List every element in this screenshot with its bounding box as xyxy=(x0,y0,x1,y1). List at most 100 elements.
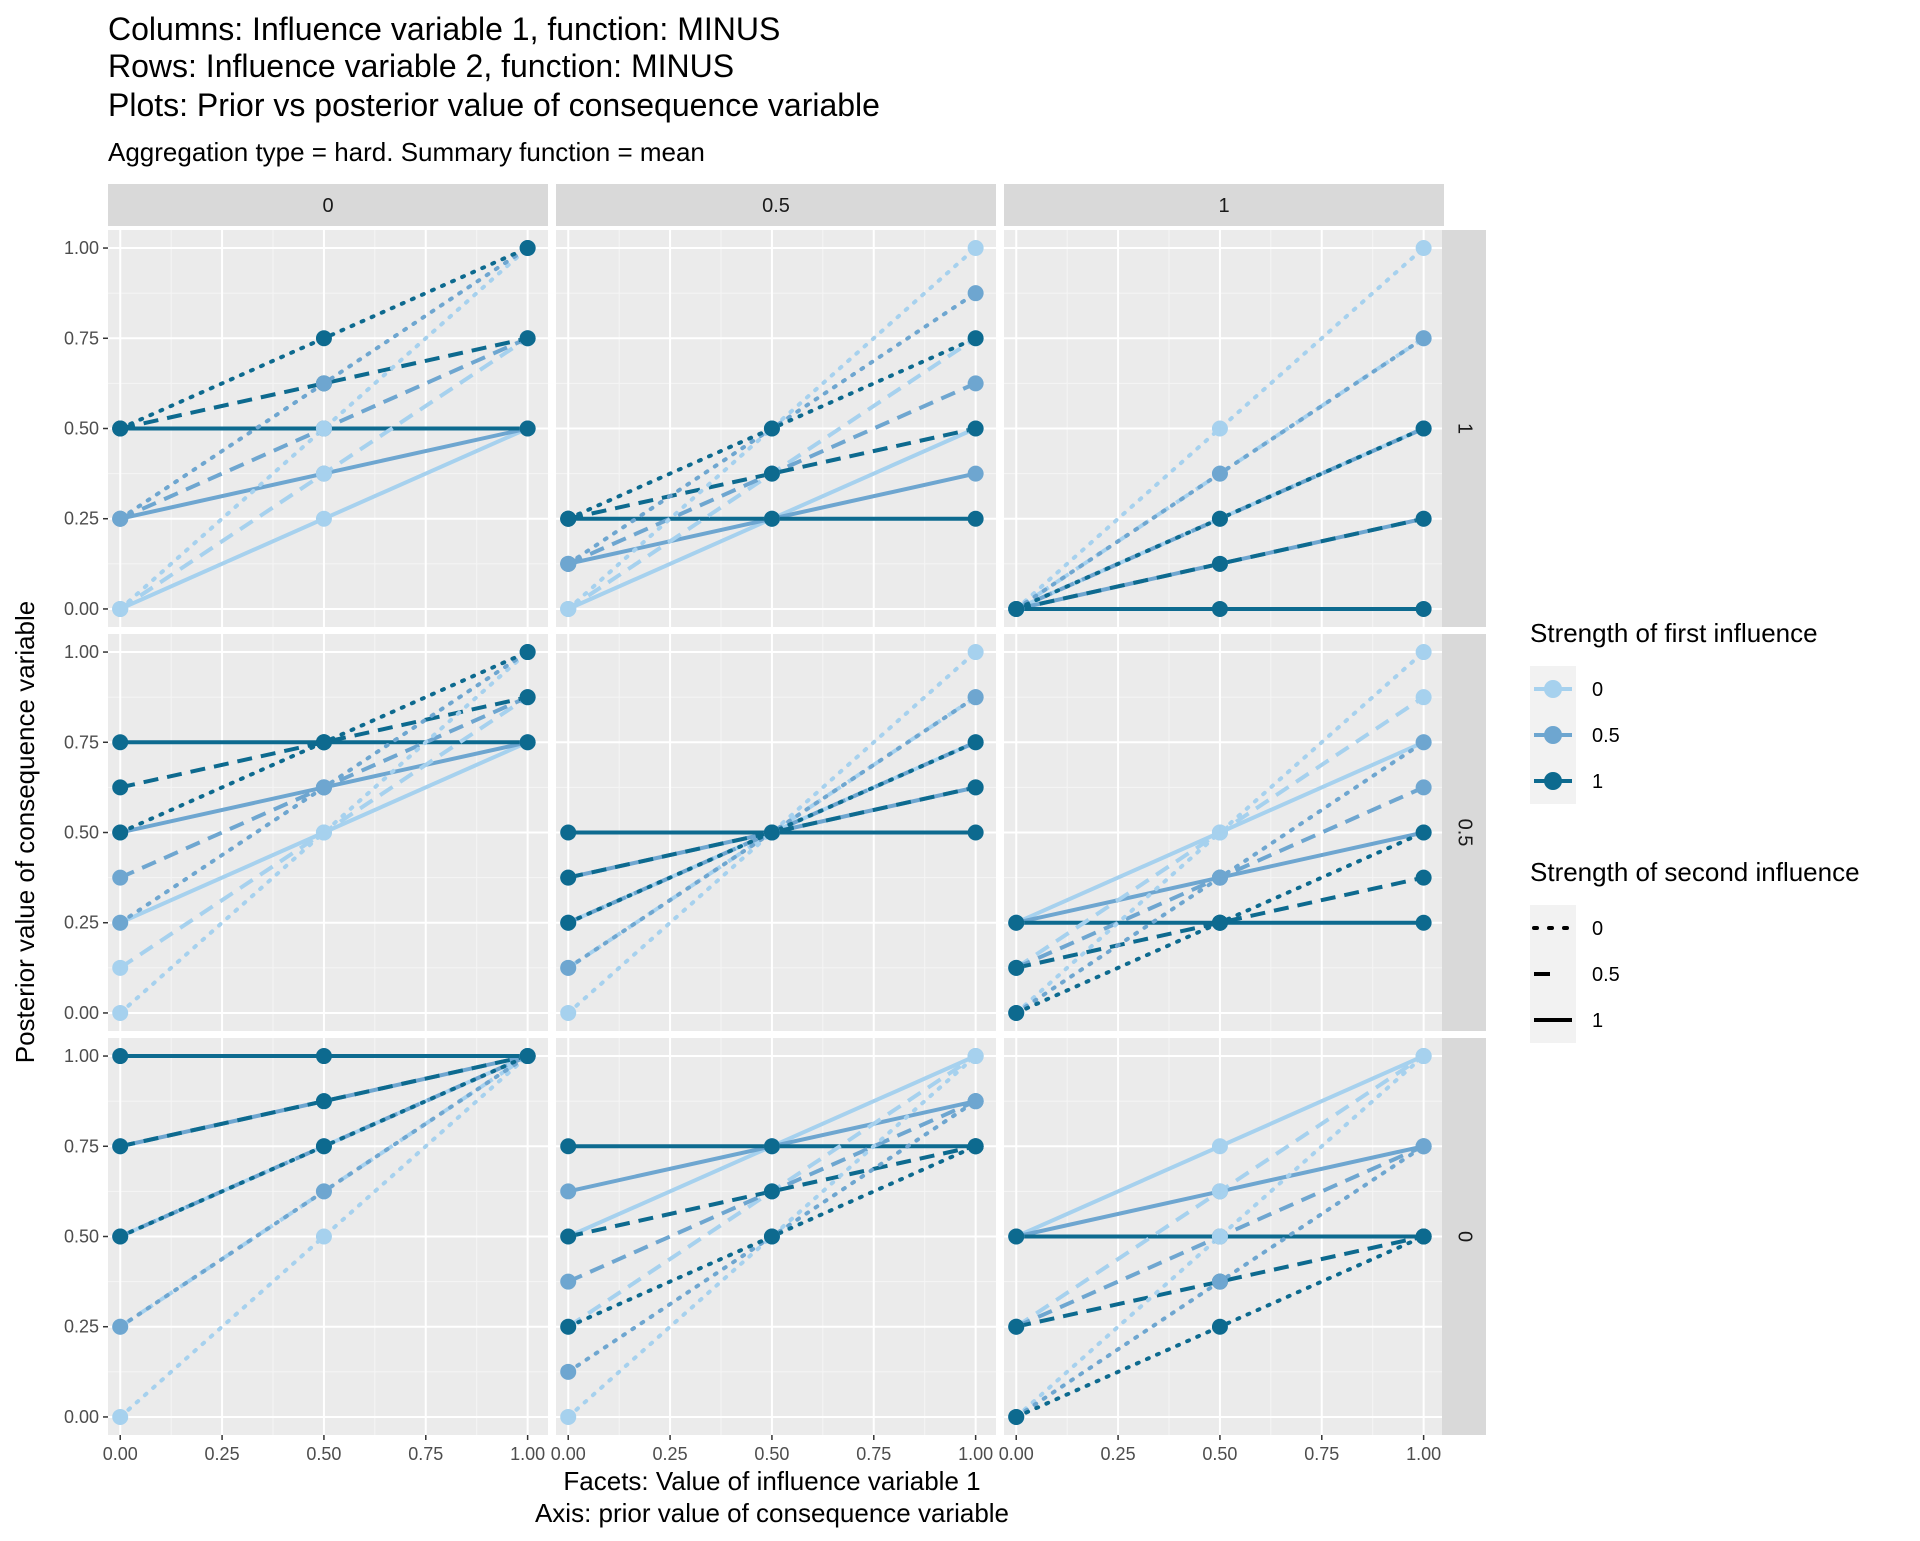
data-point xyxy=(316,511,332,527)
data-point xyxy=(968,466,984,482)
data-point xyxy=(764,1183,780,1199)
data-point xyxy=(1416,1138,1432,1154)
data-point xyxy=(112,1229,128,1245)
y-tick-label: 0.50 xyxy=(64,1227,99,1247)
data-point xyxy=(520,421,536,437)
data-point xyxy=(1416,601,1432,617)
y-axis-label: Posterior value of consequence variable xyxy=(10,601,40,1064)
legend-linetype-label: 0 xyxy=(1592,918,1603,940)
data-point xyxy=(112,870,128,886)
data-point xyxy=(1212,511,1228,527)
data-point xyxy=(316,330,332,346)
data-point xyxy=(520,689,536,705)
facet-panel xyxy=(108,634,548,1031)
x-tick-label: 0.00 xyxy=(551,1444,586,1464)
data-point xyxy=(112,734,128,750)
data-point xyxy=(560,511,576,527)
data-point xyxy=(968,779,984,795)
data-point xyxy=(764,1138,780,1154)
data-point xyxy=(560,870,576,886)
y-tick-label: 0.75 xyxy=(64,732,99,752)
data-point xyxy=(560,556,576,572)
x-tick-label: 0.00 xyxy=(103,1444,138,1464)
data-point xyxy=(764,825,780,841)
data-point xyxy=(520,644,536,660)
data-point xyxy=(1212,1319,1228,1335)
legend-linetype-label: 0.5 xyxy=(1592,964,1620,986)
column-strip-label: 0 xyxy=(322,195,333,217)
data-point xyxy=(1416,330,1432,346)
y-tick-label: 0.50 xyxy=(64,419,99,439)
y-tick-label: 0.00 xyxy=(64,599,99,619)
x-tick-label: 0.75 xyxy=(856,1444,891,1464)
chart-title-line-3: Plots: Prior vs posterior value of conse… xyxy=(108,87,880,123)
facet-panel xyxy=(556,230,996,627)
data-point xyxy=(112,1005,128,1021)
y-tick-label: 1.00 xyxy=(64,238,99,258)
x-tick-label: 0.50 xyxy=(306,1444,341,1464)
data-point xyxy=(1212,466,1228,482)
x-tick-label: 0.00 xyxy=(999,1444,1034,1464)
data-point xyxy=(968,644,984,660)
chart-title-line-1: Columns: Influence variable 1, function:… xyxy=(108,11,780,47)
data-point xyxy=(112,1319,128,1335)
data-point xyxy=(1212,915,1228,931)
facet-panel xyxy=(556,1038,996,1435)
data-point xyxy=(316,734,332,750)
data-point xyxy=(316,466,332,482)
x-tick-label: 0.25 xyxy=(653,1444,688,1464)
legend-color-label: 1 xyxy=(1592,771,1603,793)
row-strip-label: 0 xyxy=(1454,1231,1476,1242)
data-point xyxy=(1008,1005,1024,1021)
data-point xyxy=(316,375,332,391)
data-point xyxy=(560,915,576,931)
data-point xyxy=(112,915,128,931)
data-point xyxy=(1212,421,1228,437)
data-point xyxy=(112,1048,128,1064)
data-point xyxy=(1008,1229,1024,1245)
data-point xyxy=(764,1229,780,1245)
data-point xyxy=(968,1093,984,1109)
data-point xyxy=(1416,240,1432,256)
data-point xyxy=(968,1048,984,1064)
legend-second-influence: Strength of second influence 0 0.5 1 xyxy=(1530,857,1860,1043)
facet-panel xyxy=(1004,230,1444,627)
data-point xyxy=(560,1005,576,1021)
data-point xyxy=(968,330,984,346)
y-tick-label: 0.25 xyxy=(64,509,99,529)
data-point xyxy=(316,1229,332,1245)
x-tick-label: 1.00 xyxy=(510,1444,545,1464)
data-point xyxy=(1008,1409,1024,1425)
data-point xyxy=(1416,870,1432,886)
facet-panel xyxy=(108,230,548,627)
data-point xyxy=(1416,511,1432,527)
y-tick-label: 0.25 xyxy=(64,913,99,933)
legend-linetype-label: 1 xyxy=(1592,1010,1603,1032)
data-point xyxy=(520,734,536,750)
data-point xyxy=(560,825,576,841)
legend-color-label: 0.5 xyxy=(1592,725,1620,747)
data-point xyxy=(560,960,576,976)
y-tick-label: 0.50 xyxy=(64,823,99,843)
data-point xyxy=(1212,1183,1228,1199)
x-axis-label-line-2: Axis: prior value of consequence variabl… xyxy=(535,1498,1009,1528)
legend-color-title: Strength of first influence xyxy=(1530,618,1818,648)
legend-first-influence: Strength of first influence 0 0.5 1 xyxy=(1530,618,1818,804)
x-tick-label: 1.00 xyxy=(958,1444,993,1464)
data-point xyxy=(520,330,536,346)
data-point xyxy=(1212,601,1228,617)
data-point xyxy=(764,421,780,437)
data-point xyxy=(1416,734,1432,750)
data-point xyxy=(1008,960,1024,976)
y-tick-label: 1.00 xyxy=(64,1046,99,1066)
legend-key-point xyxy=(1544,680,1562,698)
data-point xyxy=(1416,1048,1432,1064)
x-tick-label: 0.75 xyxy=(408,1444,443,1464)
x-tick-label: 1.00 xyxy=(1406,1444,1441,1464)
data-point xyxy=(112,825,128,841)
chart-title-line-2: Rows: Influence variable 2, function: MI… xyxy=(108,48,734,84)
y-tick-label: 0.25 xyxy=(64,1317,99,1337)
legend-color-label: 0 xyxy=(1592,679,1603,701)
data-point xyxy=(112,779,128,795)
data-point xyxy=(968,689,984,705)
